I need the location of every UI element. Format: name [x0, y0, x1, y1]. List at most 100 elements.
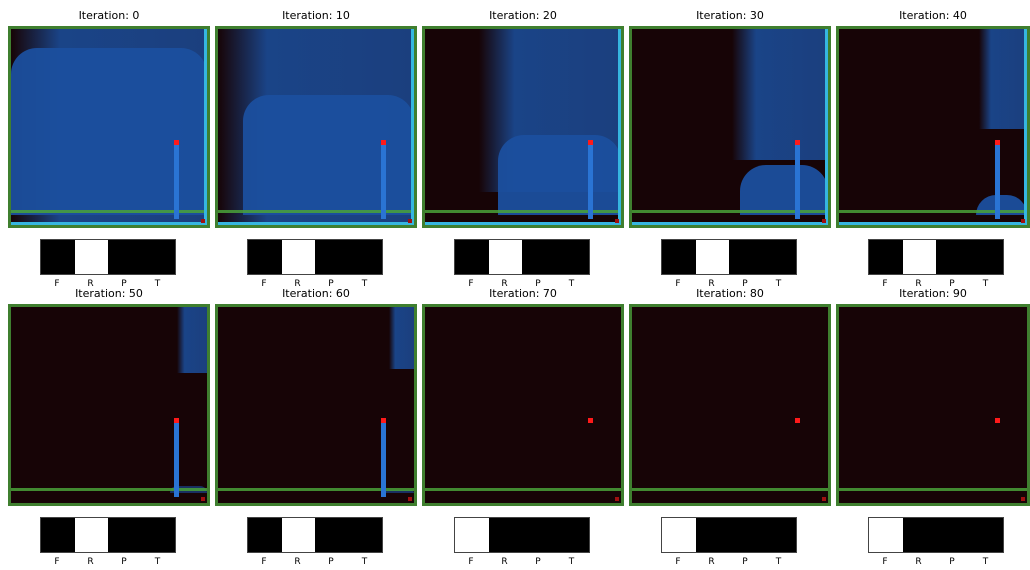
simulation-frame	[8, 304, 210, 506]
action-bar	[661, 517, 797, 553]
action-cell	[662, 518, 696, 552]
floor-line	[218, 210, 414, 213]
corner-marker	[615, 497, 619, 501]
tick-label: P	[535, 279, 541, 289]
upper-water-region	[979, 29, 1027, 129]
tick-label: F	[261, 557, 267, 567]
tick-label: R	[87, 557, 94, 567]
probe-bar	[380, 141, 386, 219]
tick-label: F	[675, 557, 681, 567]
tick-label: R	[294, 557, 301, 567]
tick-label: P	[121, 557, 127, 567]
action-cell	[762, 518, 796, 552]
floor-line	[218, 488, 414, 491]
simulation-frame	[215, 304, 417, 506]
action-cell	[281, 240, 315, 274]
upper-water-region	[732, 29, 828, 161]
action-cell	[729, 240, 763, 274]
tick-label: T	[361, 279, 368, 289]
action-bar	[247, 239, 383, 275]
tick-label: P	[742, 557, 748, 567]
corner-marker	[1021, 497, 1025, 501]
upper-water-region	[389, 307, 414, 370]
cyan-edge	[411, 29, 414, 225]
action-cell	[522, 518, 556, 552]
action-cell	[762, 240, 796, 274]
tick-label: T	[982, 557, 989, 567]
panel-title: Iteration: 40	[899, 9, 967, 22]
action-cell	[729, 518, 763, 552]
action-cell	[248, 518, 282, 552]
probe-bar	[173, 419, 179, 497]
cyan-edge	[618, 29, 621, 225]
tick-label: P	[949, 557, 955, 567]
tick-label: R	[87, 279, 94, 289]
tick-label: T	[361, 557, 368, 567]
frame-background	[839, 307, 1027, 503]
panel-title: Iteration: 80	[696, 287, 764, 300]
corner-marker	[822, 219, 826, 223]
red-marker	[380, 140, 386, 145]
red-marker	[380, 418, 386, 423]
floor-line	[11, 488, 207, 491]
action-cell	[662, 240, 696, 274]
corner-marker	[201, 219, 205, 223]
corner-marker	[1021, 219, 1025, 223]
probe-bar	[380, 419, 386, 497]
action-cell	[348, 240, 382, 274]
red-marker	[173, 418, 179, 423]
cyan-edge	[825, 29, 828, 225]
floor-line	[425, 488, 621, 491]
floor-line	[839, 210, 1027, 213]
tick-label: P	[328, 557, 334, 567]
frame-background	[425, 307, 621, 503]
action-bar	[661, 239, 797, 275]
cyan-bottom-edge	[11, 222, 207, 225]
action-cell	[555, 240, 589, 274]
action-bar	[454, 517, 590, 553]
tick-label: P	[328, 279, 334, 289]
red-marker	[587, 140, 593, 145]
tick-label: P	[949, 279, 955, 289]
floor-line	[11, 210, 207, 213]
tick-label: F	[882, 279, 888, 289]
action-cell	[315, 240, 349, 274]
tick-label: P	[121, 279, 127, 289]
action-cell	[902, 240, 936, 274]
action-cell	[248, 240, 282, 274]
action-cell	[936, 518, 970, 552]
probe-bar	[587, 141, 593, 219]
tick-label: R	[501, 557, 508, 567]
red-marker	[173, 140, 179, 145]
red-marker	[995, 140, 1001, 145]
action-bar	[247, 517, 383, 553]
tick-label: T	[568, 557, 575, 567]
tick-label: T	[775, 557, 782, 567]
probe-bar	[995, 141, 1001, 219]
tick-label: R	[708, 279, 715, 289]
action-cell	[969, 240, 1003, 274]
action-cell	[488, 240, 522, 274]
tick-label: T	[154, 279, 161, 289]
corner-marker	[822, 497, 826, 501]
simulation-frame	[215, 26, 417, 228]
simulation-frame	[629, 304, 831, 506]
frame-background	[632, 307, 828, 503]
red-marker	[995, 418, 1001, 423]
floor-line	[632, 210, 828, 213]
panel-title: Iteration: 30	[696, 9, 764, 22]
action-cell	[74, 240, 108, 274]
floor-line	[632, 488, 828, 491]
panel-title: Iteration: 90	[899, 287, 967, 300]
probe-bar	[173, 141, 179, 219]
cyan-edge	[204, 29, 207, 225]
tick-label: F	[54, 279, 60, 289]
panel-title: Iteration: 10	[282, 9, 350, 22]
action-cell	[108, 518, 142, 552]
action-cell	[869, 518, 903, 552]
cyan-edge	[1024, 29, 1027, 225]
action-cell	[141, 240, 175, 274]
tick-label: T	[775, 279, 782, 289]
cyan-bottom-edge	[425, 222, 621, 225]
